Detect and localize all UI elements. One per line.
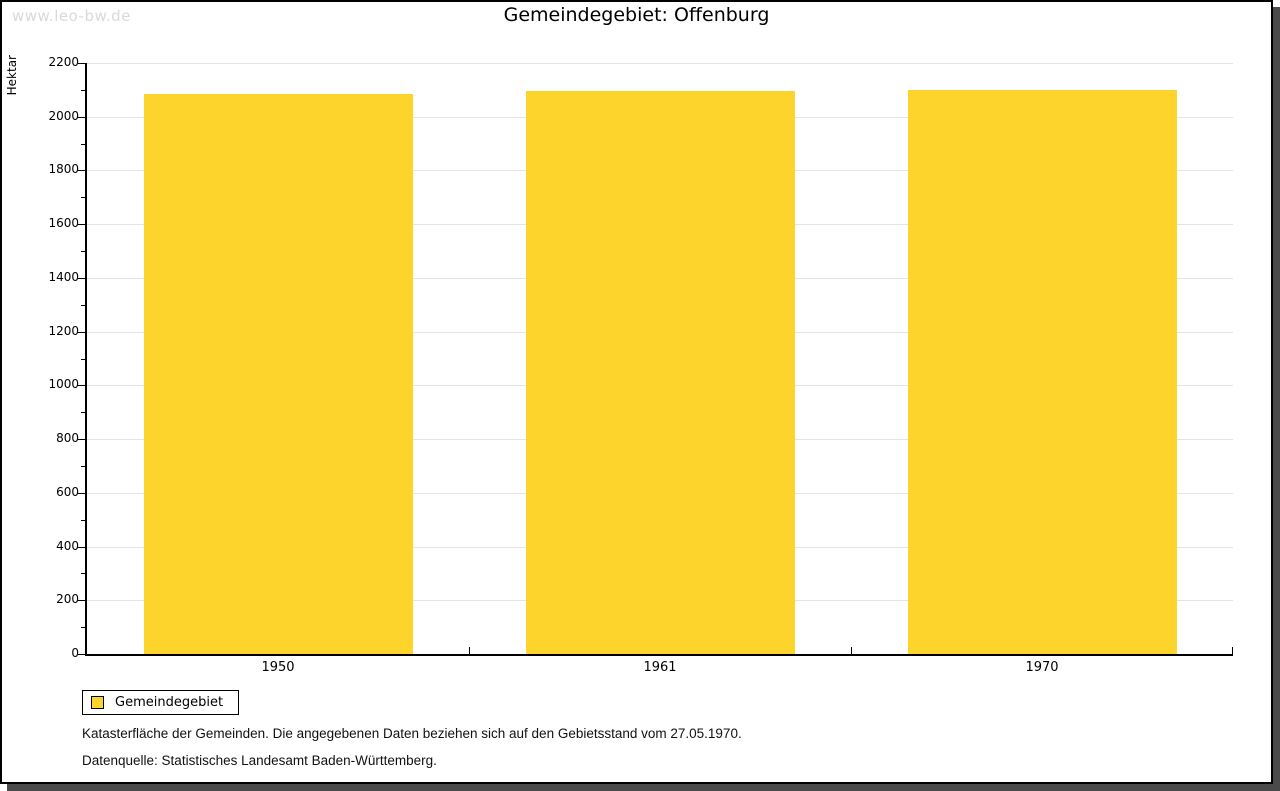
bar-1970	[908, 90, 1177, 654]
y-major-tick-0	[78, 654, 85, 655]
x-category-label-1950: 1950	[261, 660, 295, 675]
x-boundary-tick-1	[469, 647, 470, 654]
watermark: www.leo-bw.de	[12, 7, 131, 25]
y-tick-label-1000: 1000	[48, 377, 79, 391]
y-major-tick-1800	[78, 170, 85, 171]
y-minor-tick-700	[81, 466, 85, 467]
y-tick-label-1200: 1200	[48, 324, 79, 338]
y-major-tick-1600	[78, 224, 85, 225]
x-axis-end-tick	[1232, 647, 1233, 654]
y-major-tick-1200	[78, 332, 85, 333]
y-major-tick-200	[78, 600, 85, 601]
y-tick-label-2200: 2200	[48, 55, 79, 69]
footnote-source-note: Katasterfläche der Gemeinden. Die angege…	[82, 726, 742, 741]
y-minor-tick-1700	[81, 197, 85, 198]
y-tick-label-1600: 1600	[48, 216, 79, 230]
y-major-tick-400	[78, 547, 85, 548]
bar-1950	[144, 94, 413, 654]
gridline-2200	[87, 63, 1233, 64]
y-major-tick-1000	[78, 385, 85, 386]
y-minor-tick-300	[81, 573, 85, 574]
legend-swatch	[91, 696, 104, 709]
footnote-data-source: Datenquelle: Statistisches Landesamt Bad…	[82, 753, 437, 768]
y-major-tick-800	[78, 439, 85, 440]
y-minor-tick-2100	[81, 90, 85, 91]
y-tick-label-1800: 1800	[48, 162, 79, 176]
plot-area: 1950 1961 1970 0 200 400 600 800 1000 1200 1400 160…	[48, 55, 1233, 675]
x-category-label-1970: 1970	[1025, 660, 1059, 675]
y-tick-label-1400: 1400	[48, 270, 79, 284]
y-major-tick-2000	[78, 117, 85, 118]
bar-1961	[526, 91, 795, 654]
y-tick-label-600: 600	[56, 485, 79, 499]
y-minor-tick-500	[81, 520, 85, 521]
x-category-label-1961: 1961	[643, 660, 677, 675]
y-tick-label-200: 200	[56, 592, 79, 606]
y-tick-label-800: 800	[56, 431, 79, 445]
y-axis-label: Hektar	[5, 55, 19, 96]
chart-footnotes: Katasterfläche der Gemeinden. Die angege…	[82, 726, 742, 780]
legend-label: Gemeindegebiet	[115, 695, 224, 710]
y-minor-tick-1100	[81, 359, 85, 360]
y-minor-tick-1900	[81, 144, 85, 145]
y-minor-tick-1500	[81, 251, 85, 252]
y-major-tick-600	[78, 493, 85, 494]
legend: Gemeindegebiet	[82, 690, 240, 715]
chart-title: Gemeindegebiet: Offenburg	[503, 4, 770, 26]
y-minor-tick-1300	[81, 305, 85, 306]
y-tick-label-2000: 2000	[48, 109, 79, 123]
y-minor-tick-900	[81, 412, 85, 413]
y-tick-label-400: 400	[56, 539, 79, 553]
y-minor-tick-100	[81, 627, 85, 628]
y-major-tick-1400	[78, 278, 85, 279]
y-major-tick-2200	[78, 63, 85, 64]
y-tick-label-0: 0	[71, 646, 79, 660]
x-boundary-tick-2	[851, 647, 852, 654]
